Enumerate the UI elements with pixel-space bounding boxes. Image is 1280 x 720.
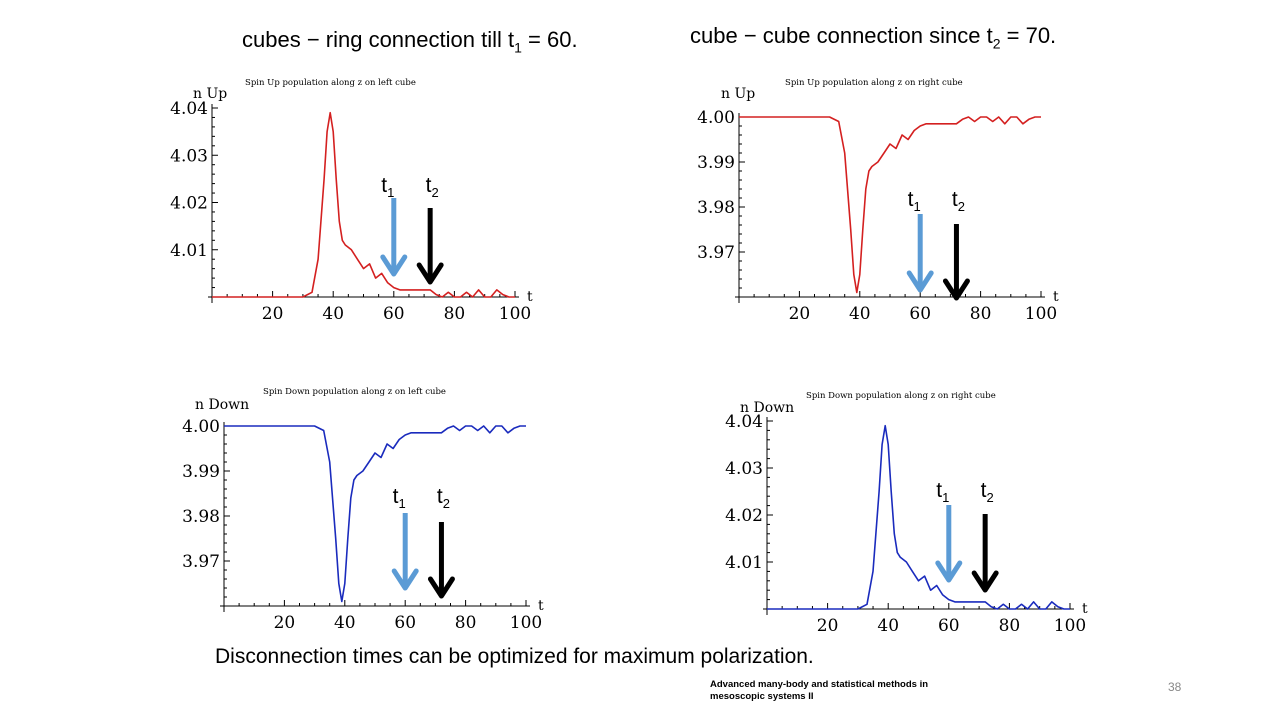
x-tick-label: 100 (1025, 304, 1057, 324)
t1-arrow-head (935, 560, 963, 583)
heading-right-prefix: cube − cube connection since t (690, 23, 993, 48)
y-tick-label: 4.01 (725, 553, 763, 573)
t2-arrow-head (427, 576, 455, 599)
chart-2: Spin Up population along z on right cube… (697, 78, 1059, 324)
t2-arrow-head (942, 278, 970, 301)
series-line (224, 425, 526, 603)
y-axis-label: n Up (721, 86, 755, 102)
y-axis-label: n Down (195, 397, 249, 413)
t1-arrow-head (906, 270, 934, 293)
y-tick-label: 4.03 (170, 146, 208, 166)
x-tick-label: 60 (909, 304, 931, 324)
x-tick-label: 60 (394, 613, 416, 633)
page-number: 38 (1168, 680, 1182, 694)
course-credit: Advanced many-body and statistical metho… (710, 679, 929, 702)
x-tick-label: 80 (444, 304, 466, 324)
x-tick-label: 100 (499, 304, 531, 324)
heading-left-suffix: = 60. (521, 27, 578, 52)
chart-title: Spin Down population along z on left cub… (263, 387, 446, 397)
x-tick-label: 20 (817, 616, 839, 636)
t2-label: t2 (981, 479, 994, 505)
t1-arrow-head (380, 254, 408, 277)
y-tick-label: 4.02 (725, 506, 763, 526)
x-tick-label: 40 (322, 304, 344, 324)
t2-arrow-head (971, 570, 999, 593)
x-tick-label: 20 (274, 613, 296, 633)
t2-arrow-head (416, 262, 444, 285)
chart-title: Spin Up population along z on right cube (785, 78, 963, 88)
y-tick-label: 3.99 (182, 462, 220, 482)
y-tick-label: 4.01 (170, 241, 208, 261)
x-tick-label: 60 (383, 304, 405, 324)
y-tick-label: 3.98 (182, 507, 220, 527)
x-axis-label: t (1082, 601, 1088, 617)
x-tick-label: 20 (262, 304, 284, 324)
y-tick-label: 3.98 (697, 198, 735, 218)
t1-label: t1 (936, 479, 949, 505)
t2-arrow (971, 514, 999, 593)
x-tick-label: 100 (1054, 616, 1086, 636)
heading-right-sub: 2 (992, 35, 1001, 52)
t1-label: t1 (381, 174, 394, 200)
series-line (739, 116, 1041, 294)
chart-title: Spin Up population along z on left cube (245, 78, 416, 88)
t2-label: t2 (426, 174, 439, 200)
y-tick-label: 4.04 (725, 412, 763, 432)
t1-arrow (935, 505, 963, 583)
y-tick-label: 3.97 (697, 243, 735, 263)
x-tick-label: 40 (877, 616, 899, 636)
y-tick-label: 3.97 (182, 552, 220, 572)
t1-label: t1 (393, 485, 406, 511)
x-tick-label: 40 (334, 613, 356, 633)
t2-label: t2 (952, 188, 965, 214)
t1-arrow (380, 198, 408, 277)
y-tick-label: 4.03 (725, 459, 763, 479)
x-tick-label: 20 (789, 304, 811, 324)
series-line (212, 111, 515, 298)
y-tick-label: 4.02 (170, 194, 208, 214)
slide-heading-left: cubes − ring connection till t1 = 60. (242, 27, 578, 55)
heading-right-suffix: = 70. (1000, 23, 1057, 48)
x-tick-label: 60 (938, 616, 960, 636)
y-tick-label: 4.00 (697, 108, 735, 128)
x-axis-label: t (538, 598, 544, 614)
t1-arrow (906, 214, 934, 293)
y-tick-label: 4.04 (170, 99, 208, 119)
series-line (767, 424, 1070, 610)
x-axis-label: t (527, 289, 533, 305)
t1-arrow-head (391, 568, 419, 591)
t1-label: t1 (908, 188, 921, 214)
x-tick-label: 80 (999, 616, 1021, 636)
chart-1: Spin Up population along z on left cube n… (170, 78, 533, 324)
t2-arrow (416, 208, 444, 285)
t2-arrow (942, 224, 970, 301)
heading-left-prefix: cubes − ring connection till t (242, 27, 515, 52)
t2-label: t2 (437, 485, 450, 511)
x-axis-label: t (1053, 289, 1059, 305)
x-tick-label: 100 (510, 613, 542, 633)
x-tick-label: 40 (849, 304, 871, 324)
y-tick-label: 3.99 (697, 153, 735, 173)
t1-arrow (391, 513, 419, 591)
heading-left-sub: 1 (514, 39, 522, 56)
t2-arrow (427, 522, 455, 599)
y-axis-label: n Up (193, 86, 227, 102)
y-tick-label: 4.00 (182, 417, 220, 437)
slide-footer: Disconnection times can be optimized for… (215, 645, 814, 668)
x-tick-label: 80 (970, 304, 992, 324)
chart-3: Spin Down population along z on left cub… (182, 387, 544, 633)
chart-title: Spin Down population along z on right cu… (806, 391, 996, 401)
y-axis-label: n Down (740, 400, 794, 416)
chart-4: Spin Down population along z on right cu… (725, 391, 1088, 636)
x-tick-label: 80 (455, 613, 477, 633)
slide-heading-right: cube − cube connection since t2 = 70. (690, 23, 1056, 51)
